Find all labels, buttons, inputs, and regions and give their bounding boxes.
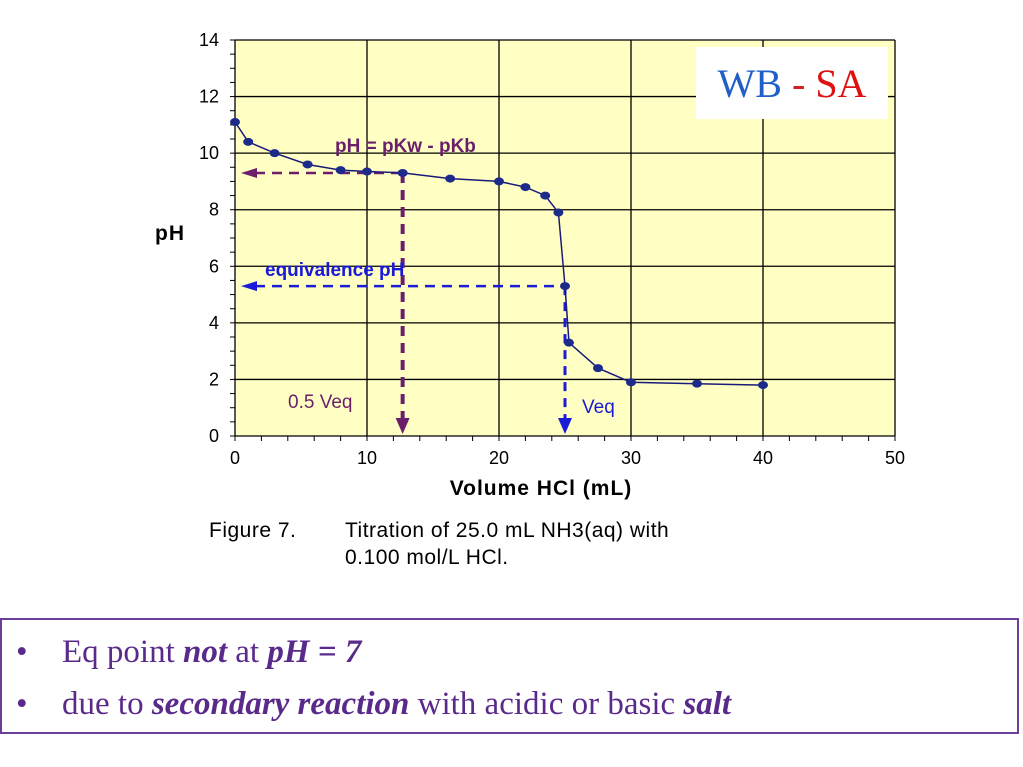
data-point (593, 364, 603, 373)
y-tick-label: 6 (209, 256, 219, 276)
note-item: • due to secondary reaction with acidic o… (16, 684, 731, 724)
data-point (626, 378, 636, 387)
data-point (692, 379, 702, 388)
equivalence-arrow-left (241, 281, 257, 292)
figure-caption: Figure 7. Titration of 25.0 mL NH3(aq) wi… (209, 517, 909, 571)
badge-separator: - (791, 60, 806, 106)
data-point (243, 137, 254, 146)
x-tick-label: 0 (230, 448, 240, 468)
half-equivalence-volume-label: 0.5 Veq (288, 392, 352, 413)
note-text: Eq point (62, 634, 183, 670)
data-point (230, 118, 240, 127)
data-point (540, 191, 551, 200)
equivalence-ph-label: equivalence pH (265, 260, 404, 281)
note-text: with acidic or basic (409, 686, 684, 722)
x-axis-ticks: 0 10 20 30 40 50 (230, 448, 905, 468)
guide-lines (241, 167, 572, 434)
caption-line-1: Titration of 25.0 mL NH3(aq) with (345, 519, 670, 542)
x-axis-label: Volume HCl (mL) (450, 477, 633, 500)
x-tick-label: 50 (885, 448, 905, 468)
bullet: • (16, 634, 28, 670)
data-point (362, 167, 372, 176)
data-point (553, 208, 564, 217)
titration-curve (234, 121, 764, 386)
x-tick-label: 30 (621, 448, 641, 468)
x-tick-label: 20 (489, 448, 509, 468)
note-text: at (227, 634, 268, 670)
y-axis-label: pH (155, 222, 185, 245)
equivalence-volume-label: Veq (582, 397, 615, 418)
y-tick-label: 8 (209, 200, 219, 220)
data-points (230, 118, 768, 390)
note-emphasis: pH = 7 (267, 634, 362, 670)
data-point (494, 177, 504, 186)
data-point (397, 168, 408, 177)
note-item: • Eq point not at pH = 7 (16, 632, 361, 672)
caption-line-2: 0.100 mol/L HCl. (345, 546, 509, 569)
grid (234, 39, 896, 437)
wb-sa-badge: WB - SA (696, 47, 888, 119)
data-point (563, 338, 574, 347)
half-equivalence-arrow-down (395, 418, 410, 434)
y-axis-ticks: 0 2 4 6 8 10 12 14 (199, 30, 219, 446)
equivalence-arrow-down (558, 418, 572, 434)
badge-wb: WB (717, 60, 782, 106)
data-point (445, 174, 456, 183)
data-point (560, 282, 570, 291)
minor-ticks (230, 39, 896, 441)
half-equivalence-arrow-left (241, 167, 257, 178)
x-tick-label: 10 (357, 448, 377, 468)
data-point (758, 381, 768, 390)
data-point (520, 183, 531, 192)
bullet: • (16, 686, 28, 722)
y-tick-label: 4 (209, 313, 219, 333)
data-point (335, 166, 346, 175)
badge-sa: SA (815, 60, 867, 106)
y-tick-label: 10 (199, 143, 219, 163)
note-emphasis: salt (683, 686, 732, 722)
notes-box: • Eq point not at pH = 7 • due to secondar… (0, 618, 1019, 734)
data-point (269, 149, 280, 158)
half-equivalence-ph-label: pH = pKw - pKb (335, 136, 476, 157)
caption-label: Figure 7. (209, 519, 297, 542)
note-text: due to (62, 686, 152, 722)
note-emphasis: secondary reaction (151, 686, 410, 722)
x-tick-label: 40 (753, 448, 773, 468)
y-tick-label: 14 (199, 30, 219, 50)
y-tick-label: 0 (209, 426, 219, 446)
note-emphasis: not (183, 634, 228, 670)
data-point (302, 160, 313, 169)
y-tick-label: 12 (199, 87, 219, 107)
y-tick-label: 2 (209, 369, 219, 389)
